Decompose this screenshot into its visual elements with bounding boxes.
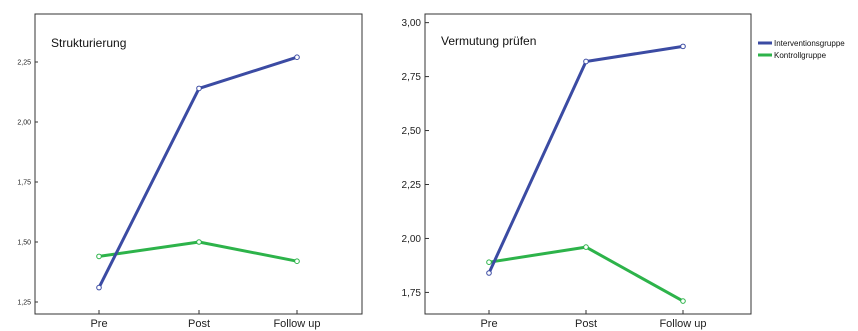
plot-area-frame	[424, 13, 752, 315]
data-point-interventionsgruppe	[583, 58, 589, 65]
y-tick-label: 2,25	[402, 180, 422, 191]
data-point-interventionsgruppe	[486, 270, 492, 276]
legend-label-kontrollgruppe: Kontrollgruppe	[774, 51, 827, 60]
data-point-kontrollgruppe	[680, 298, 686, 304]
legend-label-interventionsgruppe: Interventionsgruppe	[774, 39, 845, 48]
data-point-kontrollgruppe	[294, 258, 300, 265]
data-point-kontrollgruppe	[196, 239, 202, 245]
legend: Interventionsgruppe Kontrollgruppe	[758, 39, 845, 60]
x-tick-label: Pre	[90, 318, 107, 330]
x-axis: Pre Post Follow up	[480, 310, 707, 330]
series-layer	[96, 54, 300, 291]
x-tick-label: Follow up	[273, 318, 320, 330]
data-point-kontrollgruppe	[486, 259, 492, 266]
data-point-interventionsgruppe	[96, 284, 102, 291]
data-point-interventionsgruppe	[294, 54, 300, 61]
data-point-kontrollgruppe	[96, 253, 102, 260]
data-point-interventionsgruppe	[680, 43, 686, 50]
y-tick-label: 3,00	[402, 18, 422, 29]
chart-title: Strukturierung	[51, 36, 126, 50]
y-tick-label: 1,75	[402, 288, 422, 299]
y-tick-label: 2,00	[402, 234, 422, 245]
series-layer	[486, 43, 686, 304]
x-tick-label: Pre	[480, 318, 497, 330]
x-tick-label: Post	[188, 318, 210, 330]
y-tick-label: 2,00	[17, 119, 31, 126]
y-tick-label: 1,50	[17, 239, 31, 246]
y-tick-label: 1,75	[17, 179, 31, 186]
y-tick-label: 2,25	[17, 59, 31, 66]
chart-panel-strukturierung: Strukturierung 1,251,501,752,002,25 Pre P…	[17, 13, 363, 330]
y-axis: 1,25 1,50 1,75 2,00 2,25	[17, 59, 38, 306]
x-tick-label: Post	[575, 318, 597, 330]
x-tick-label: Follow up	[659, 318, 706, 330]
chart-panel-vermutung-pruefen: Vermutung prüfen 1,75 2,00 2,25 2,50 2,75 3,0…	[402, 13, 752, 330]
plot-area-frame	[34, 13, 363, 315]
y-tick-label: 2,75	[402, 72, 422, 83]
data-point-interventionsgruppe	[196, 85, 202, 92]
y-tick-label: 1,25	[17, 299, 31, 306]
y-tick-label: 2,50	[402, 126, 422, 137]
y-axis: 1,75 2,00 2,25 2,50 2,75 3,00	[402, 18, 429, 299]
x-axis: Pre Post Follow up	[90, 310, 321, 330]
chart-title: Vermutung prüfen	[441, 34, 536, 48]
data-point-kontrollgruppe	[583, 244, 589, 250]
